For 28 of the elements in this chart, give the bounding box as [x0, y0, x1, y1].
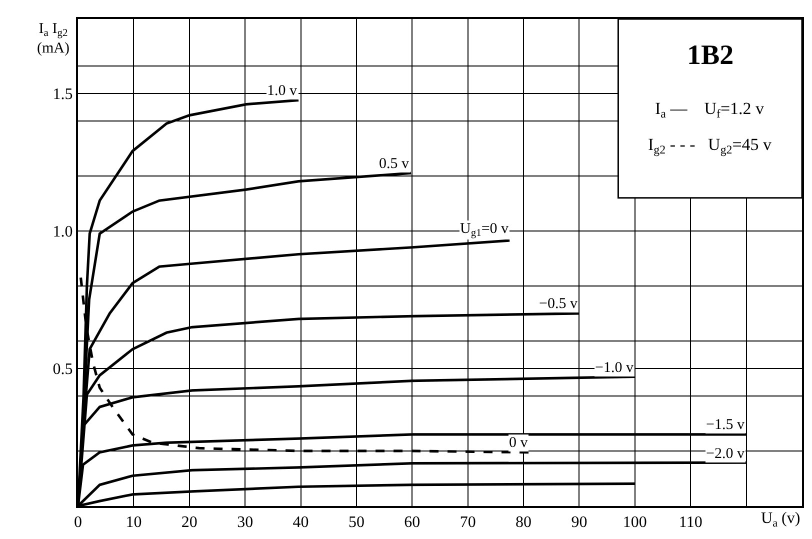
x-tick-label: 100 — [622, 514, 647, 532]
x-tick-label: 110 — [678, 514, 702, 532]
series-label: 0 v — [509, 435, 528, 451]
text: 1B2 — [687, 40, 734, 71]
x-tick-label: 20 — [181, 514, 198, 532]
x-axis-title: U$_{a}$ (v) — [761, 510, 800, 530]
y-tick-label: 0.5 — [52, 361, 73, 378]
series-label: −0.5 v — [539, 296, 578, 312]
series-label: 0.5 v — [379, 156, 410, 172]
series-label: U$_{g1}$=0 v — [460, 221, 510, 240]
y-tick-label: 1.5 — [52, 86, 73, 103]
series-label: −1.5 v — [706, 417, 745, 433]
annotation: I$_{g2}$ - - - U$_{g2}$=45 v — [648, 135, 772, 157]
x-tick-label: 40 — [292, 514, 309, 532]
x-tick-label: 50 — [348, 514, 364, 532]
x-tick-label: 60 — [404, 514, 420, 532]
y-tick-label: 1.0 — [52, 223, 73, 240]
x-tick-label: 70 — [460, 514, 476, 532]
y-axis-title: I$_{a}$ I$_{g2}$ (mA) — [37, 21, 70, 56]
annotation: I$_{a}$ — U$_{f}$=1.2 v — [655, 99, 765, 121]
x-tick-label: 30 — [237, 514, 254, 532]
series-label: 1.0 v — [267, 83, 298, 99]
x-tick-label: 0 — [74, 514, 82, 532]
x-tick-label: 80 — [516, 514, 532, 532]
x-tick-label: 90 — [571, 514, 588, 532]
series-label: −2.0 v — [706, 446, 745, 462]
x-tick-label: 10 — [126, 514, 142, 532]
series-label: −1.0 v — [595, 360, 634, 376]
